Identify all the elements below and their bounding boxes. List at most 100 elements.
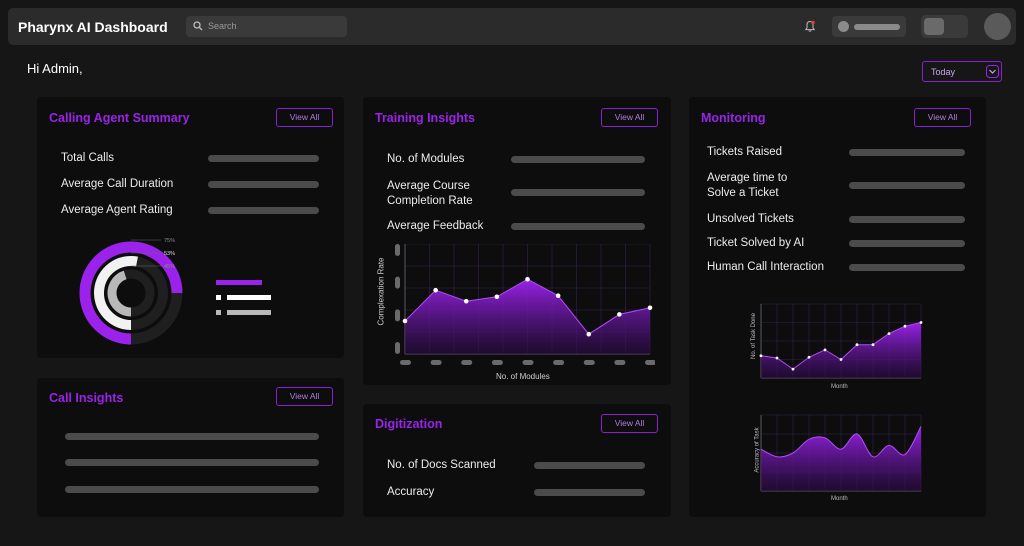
toggle-knob — [924, 18, 944, 35]
data-point-6 — [555, 293, 561, 298]
card-title: Call Insights — [49, 391, 124, 405]
data-point-8 — [617, 312, 622, 317]
chevron-down-icon — [986, 65, 999, 78]
tasks-area-chart — [759, 303, 923, 379]
user-menu[interactable] — [832, 16, 906, 37]
search-box[interactable]: Search — [186, 16, 347, 37]
metric-bar — [208, 207, 319, 214]
area-fill — [761, 322, 921, 378]
metric-bar — [849, 149, 965, 156]
x-tick-placeholder-5 — [522, 360, 534, 365]
data-point-2 — [433, 287, 438, 293]
training-insights-card: Training Insights View All No. of Module… — [363, 97, 671, 385]
legend-swatch-1 — [216, 280, 262, 285]
metric-bar — [849, 240, 965, 247]
legend-swatch-2 — [227, 295, 271, 300]
metric-average-agent-rating: Average Agent Rating — [61, 204, 173, 216]
legend-swatch-3 — [227, 310, 271, 315]
metric-ticket-solved-by-ai: Ticket Solved by AI — [707, 237, 805, 249]
metric-bar — [849, 264, 965, 271]
data-point-10 — [903, 324, 907, 328]
metric-bar — [534, 489, 645, 496]
metric-average-call-duration: Average Call Duration — [61, 178, 174, 190]
metric-bar — [534, 462, 645, 469]
greeting: Hi Admin, — [27, 61, 83, 76]
data-point-1 — [759, 354, 763, 358]
data-point-5 — [823, 348, 827, 352]
metric-human-call-interaction: Human Call Interaction — [707, 261, 824, 273]
donut-label: 53% — [164, 251, 175, 257]
metric-no-of-docs-scanned: No. of Docs Scanned — [387, 459, 496, 471]
view-all-button[interactable]: View All — [276, 387, 333, 406]
area-fill — [405, 279, 650, 354]
x-tick-placeholder-7 — [583, 360, 595, 365]
legend-marker-2 — [216, 295, 221, 300]
metric-average-time-to-solve: Average time to Solve a Ticket — [707, 172, 788, 199]
donut-chart: 75% 53% 45% — [79, 238, 271, 345]
area-line — [760, 426, 922, 458]
metric-bar — [511, 189, 645, 196]
top-bar: Pharynx AI Dashboard Search — [8, 8, 1016, 45]
x-axis-label: No. of Modules — [496, 372, 550, 381]
avatar[interactable] — [984, 13, 1011, 40]
x-tick-placeholder-9 — [645, 360, 655, 365]
y-axis-label: No. of Task Done — [750, 313, 757, 359]
metric-accuracy: Accuracy — [387, 486, 435, 498]
metric-bar — [849, 216, 965, 223]
y-axis-label: Accuracy of Task — [754, 427, 761, 473]
x-tick-placeholder-1 — [400, 360, 411, 365]
calling-agent-summary-card: Calling Agent Summary View All Total Cal… — [37, 97, 344, 358]
donut-legend — [216, 280, 271, 315]
card-title: Monitoring — [701, 111, 766, 125]
monitoring-card: Monitoring View All Tickets Raised Avera… — [689, 97, 986, 517]
y-tick-placeholder — [395, 309, 400, 322]
metric-bar — [511, 223, 645, 230]
data-point-9 — [887, 332, 891, 335]
data-point-11 — [919, 321, 923, 324]
metric-average-course-completion-rate: Average Course Completion Rate — [387, 180, 473, 207]
metric-bar — [511, 156, 645, 163]
data-point-9 — [647, 305, 653, 311]
legend-marker-3 — [216, 310, 221, 315]
metric-bar — [208, 181, 319, 188]
data-point-4 — [807, 355, 811, 359]
metric-unsolved-tickets: Unsolved Tickets — [707, 213, 794, 225]
metric-tickets-raised: Tickets Raised — [707, 146, 782, 158]
data-point-7 — [586, 331, 592, 337]
view-all-button[interactable]: View All — [914, 108, 971, 127]
view-all-button[interactable]: View All — [276, 108, 333, 127]
data-point-6 — [839, 358, 843, 361]
x-tick-placeholder-3 — [461, 360, 473, 365]
view-all-button[interactable]: View All — [601, 108, 658, 127]
data-point-4 — [494, 294, 500, 300]
call-insights-card: Call Insights View All — [37, 378, 344, 517]
metric-total-calls: Total Calls — [61, 152, 115, 164]
metric-no-of-modules: No. of Modules — [387, 153, 465, 165]
data-point-8 — [871, 343, 875, 347]
bell-icon[interactable] — [804, 20, 816, 33]
data-point-2 — [775, 356, 779, 360]
x-axis-label: Month — [831, 496, 848, 502]
x-axis-label: Month — [831, 384, 848, 390]
x-tick-placeholder-6 — [553, 360, 565, 365]
metric-average-feedback: Average Feedback — [387, 220, 484, 232]
donut-ring-1 — [79, 241, 183, 345]
data-point-1 — [402, 318, 408, 324]
y-axis-label: Complexation Rate — [376, 257, 386, 326]
digitization-card: Digitization View All No. of Docs Scanne… — [363, 404, 671, 517]
x-tick-placeholder-2 — [430, 360, 442, 365]
donut-ring-2 — [94, 256, 138, 330]
y-tick-placeholder — [395, 342, 400, 354]
data-point-3 — [463, 298, 469, 304]
data-point-7 — [855, 343, 859, 347]
date-filter-select[interactable]: Today — [922, 61, 1002, 82]
theme-toggle[interactable] — [921, 15, 968, 38]
date-filter-value: Today — [931, 67, 956, 77]
legend-marker-1 — [216, 280, 221, 285]
accuracy-area-chart — [760, 414, 922, 492]
area-fill — [761, 426, 921, 491]
x-tick-placeholder-8 — [614, 360, 626, 365]
search-placeholder[interactable]: Search — [208, 21, 237, 31]
view-all-button[interactable]: View All — [601, 414, 658, 433]
placeholder-bar — [65, 433, 319, 440]
